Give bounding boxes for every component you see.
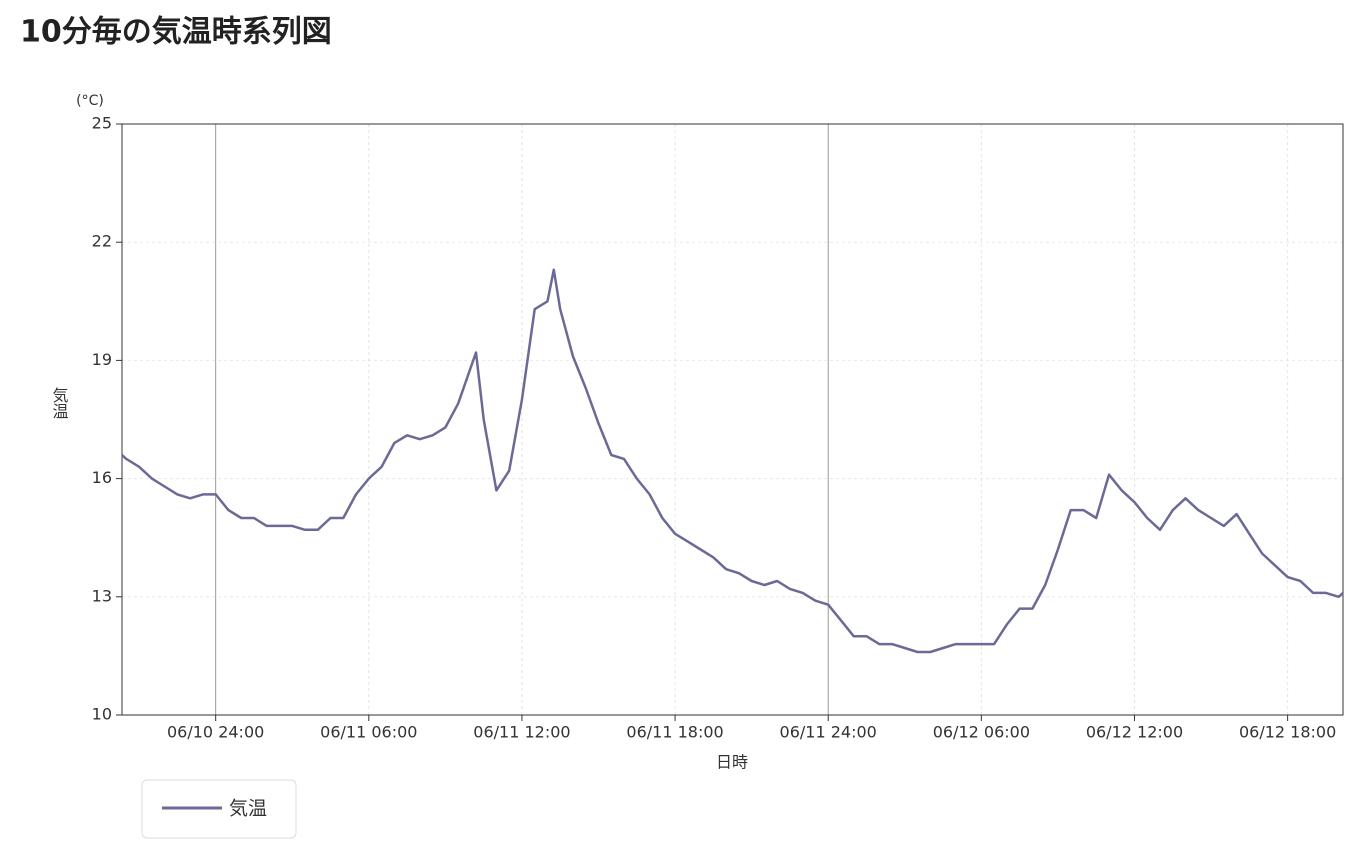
- y-tick-label: 13: [92, 586, 112, 605]
- x-tick-label: 06/12 06:00: [933, 723, 1030, 742]
- x-tick-label: 06/10 24:00: [167, 723, 264, 742]
- x-tick-label: 06/11 12:00: [473, 723, 570, 742]
- y-tick-label: 22: [92, 232, 112, 251]
- y-unit: (°C): [76, 93, 104, 109]
- x-tick-label: 06/11 24:00: [780, 723, 877, 742]
- x-tick-label: 06/12 18:00: [1239, 723, 1336, 742]
- x-axis-label: 日時: [716, 753, 748, 772]
- legend-label: 気温: [229, 798, 267, 820]
- y-axis-label: 気温: [50, 387, 69, 419]
- y-tick-label: 25: [92, 114, 112, 133]
- x-tick-label: 06/11 06:00: [320, 723, 417, 742]
- y-tick-label: 16: [92, 468, 112, 487]
- x-tick-label: 06/11 18:00: [626, 723, 723, 742]
- chart-title: 10分毎の気温時系列図: [20, 15, 332, 50]
- y-tick-label: 10: [92, 705, 112, 724]
- x-tick-label: 06/12 12:00: [1086, 723, 1183, 742]
- y-tick-label: 19: [92, 350, 112, 369]
- line: [121, 268, 1344, 654]
- plot-frame: [121, 123, 1344, 716]
